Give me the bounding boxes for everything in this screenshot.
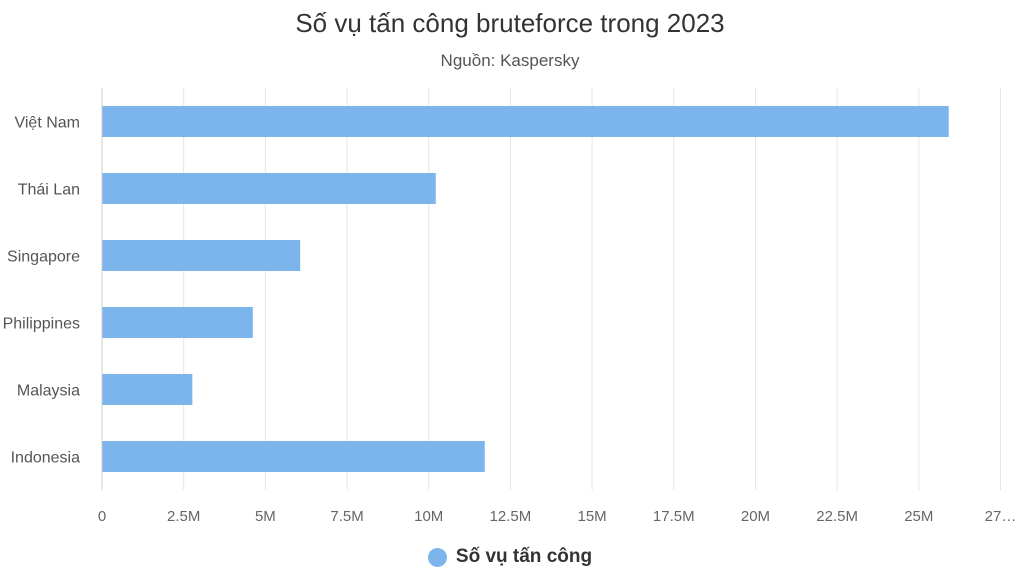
- category-label: Philippines: [3, 316, 80, 333]
- x-tick-label: 2.5M: [167, 508, 200, 525]
- x-tick-label: 7.5M: [330, 508, 363, 525]
- category-label: Malaysia: [17, 383, 80, 400]
- x-tick-label: 0: [98, 508, 106, 525]
- x-tick-label: 27…: [985, 508, 1017, 525]
- x-tick-label: 20M: [741, 508, 770, 525]
- chart-subtitle: Nguồn: Kaspersky: [440, 51, 580, 70]
- bar-4[interactable]: [102, 307, 253, 338]
- chart-title: Số vụ tấn công bruteforce trong 2023: [295, 8, 725, 38]
- x-tick-label: 17.5M: [653, 508, 695, 525]
- legend: Số vụ tấn công: [0, 546, 1020, 568]
- x-tick-label: 12.5M: [490, 508, 532, 525]
- category-label: Việt Nam: [14, 115, 80, 132]
- bars: [102, 106, 949, 472]
- y-axis-labels: Việt Nam Thái Lan Singapore Philippines Mala…: [3, 115, 80, 467]
- legend-label[interactable]: Số vụ tấn công: [455, 546, 593, 567]
- x-tick-label: 15M: [577, 508, 606, 525]
- x-tick-label: 22.5M: [816, 508, 858, 525]
- bar-5[interactable]: [102, 374, 193, 405]
- x-tick-label: 5M: [255, 508, 276, 525]
- bar-3[interactable]: [102, 240, 301, 271]
- category-label: Indonesia: [11, 450, 80, 467]
- legend-marker: [427, 547, 447, 567]
- category-label: Thái Lan: [18, 182, 80, 199]
- bar-2[interactable]: [102, 173, 436, 204]
- x-axis-labels: 0 2.5M 5M 7.5M 10M 12.5M 15M 17.5M 20M 22.5M 25M 27…: [98, 508, 1017, 525]
- gridlines: [101, 88, 1001, 490]
- bar-1[interactable]: [102, 106, 949, 137]
- x-tick-label: 25M: [904, 508, 933, 525]
- category-label: Singapore: [7, 249, 80, 266]
- bar-6[interactable]: [102, 441, 485, 472]
- x-tick-label: 10M: [414, 508, 443, 525]
